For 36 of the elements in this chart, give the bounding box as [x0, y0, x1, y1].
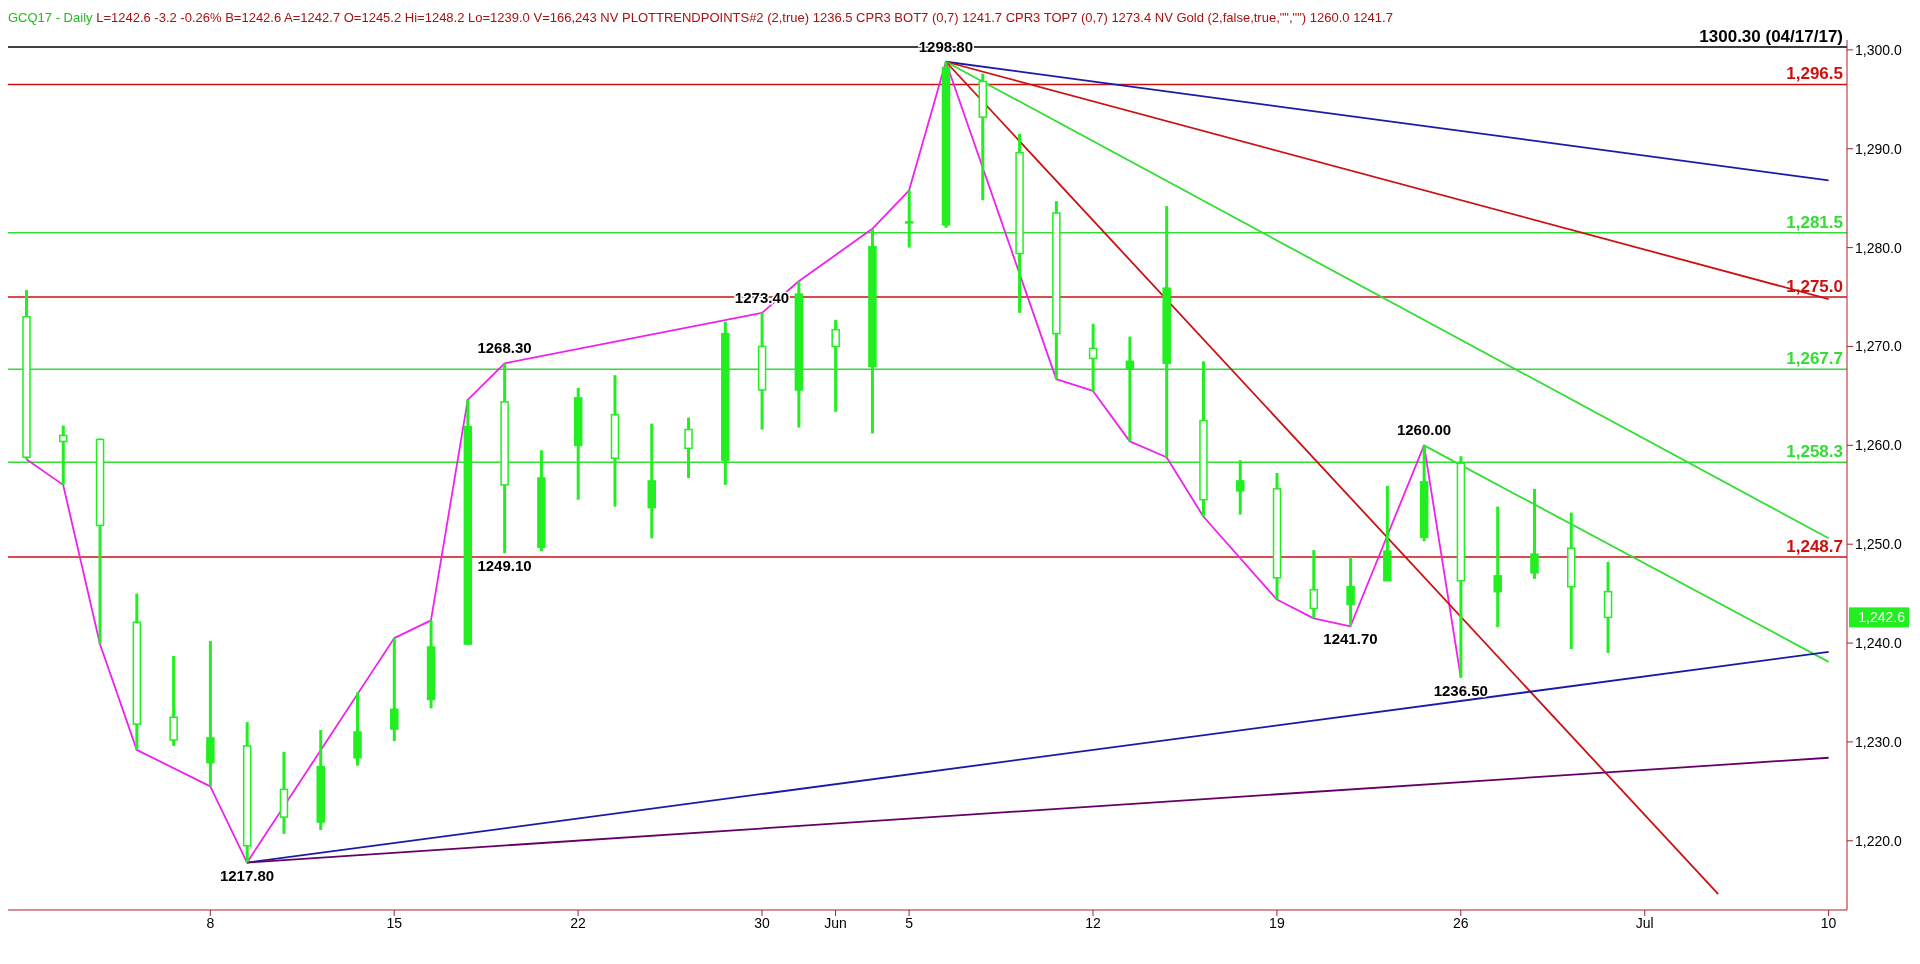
ref-line-label: 1,248.7: [1786, 537, 1843, 557]
chart-title: GCQ17 - Daily: [8, 10, 93, 25]
x-tick-label: 8: [206, 914, 215, 931]
y-tick-label: 1,290.0: [1855, 140, 1902, 157]
x-tick-label: Jun: [824, 914, 847, 931]
annotation: 1249.10: [477, 557, 532, 575]
annotation: 1217.80: [219, 866, 275, 884]
price-box: 1,242.6: [1849, 607, 1909, 628]
y-tick-label: 1,250.0: [1855, 536, 1902, 553]
y-tick-label: 1,260.0: [1855, 437, 1902, 454]
y-tick-label: 1,220.0: [1855, 832, 1902, 849]
y-tick-label: 1,230.0: [1855, 733, 1902, 750]
annotation: 1241.70: [1323, 630, 1378, 648]
y-tick-label: 1,300.0: [1855, 41, 1902, 58]
x-tick-label: 30: [754, 914, 770, 931]
x-tick-label: 5: [905, 914, 914, 931]
annotation: 1260.00: [1396, 421, 1452, 439]
ref-line-label: 1,258.3: [1786, 442, 1843, 462]
y-tick-label: 1,270.0: [1855, 338, 1902, 355]
x-tick-label: 12: [1085, 914, 1102, 931]
x-tick-label: 26: [1453, 914, 1469, 931]
ref-line-label: 1,281.5: [1786, 212, 1843, 232]
y-tick-label: 1,240.0: [1855, 635, 1902, 652]
ref-line-label: 1300.30 (04/17/17): [1699, 26, 1843, 46]
annotation: 1268.30: [477, 339, 532, 357]
x-tick-label: Jul: [1635, 914, 1654, 931]
ref-line-label: 1,275.0: [1786, 277, 1843, 297]
annotation: 1236.50: [1433, 681, 1488, 699]
x-tick-label: 15: [386, 914, 403, 931]
x-tick-label: 10: [1820, 914, 1837, 931]
x-tick-label: 22: [570, 914, 587, 931]
chart-subtitle: L=1242.6 -3.2 -0.26% B=1242.6 A=1242.7 O=1245.2 Hi=1248.2 Lo=1239.0 V=166,243 NV PLOTTRENDPOINTS#2 (2,true) 1236.5 CPR3 BOT7 (0,7) 1241.7 CPR3 TOP7 (0,7) 1273.4 NV Gold (2,false,true,"","") 1260.0 1241.7: [96, 10, 1393, 25]
y-tick-label: 1,280.0: [1855, 239, 1902, 256]
ref-line-label: 1,296.5: [1786, 64, 1843, 84]
ref-line-label: 1,267.7: [1786, 349, 1843, 369]
x-tick-label: 19: [1269, 914, 1285, 931]
